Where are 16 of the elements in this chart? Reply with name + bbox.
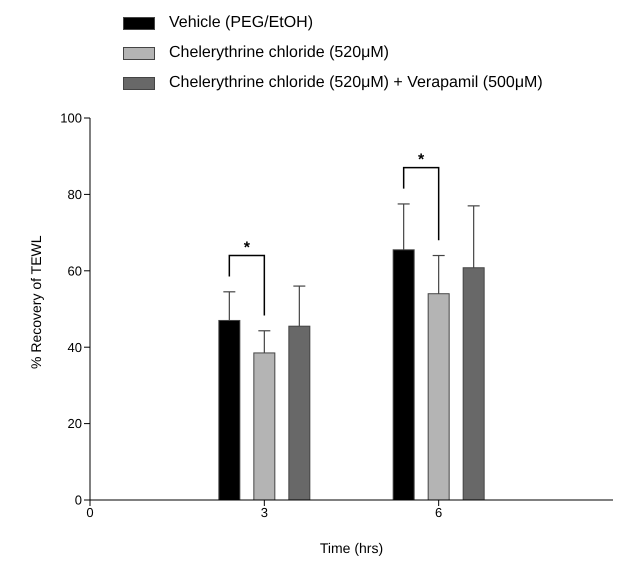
- y-tick-label: 80: [68, 187, 82, 202]
- y-tick-label: 100: [60, 110, 82, 126]
- y-axis-title: % Recovery of TEWL: [28, 235, 44, 369]
- y-tick-label: 60: [68, 263, 82, 278]
- x-tick-label: 0: [86, 505, 94, 520]
- legend-label: Chelerythrine chloride (520μM): [169, 44, 389, 62]
- annotation: *: [244, 240, 251, 257]
- legend-label: Vehicle (PEG/EtOH): [169, 14, 314, 32]
- annotation: *: [418, 152, 426, 169]
- x-tick-label: 6: [435, 505, 442, 520]
- y-tick-label: 40: [68, 340, 82, 355]
- x-axis-title: Time (hrs): [320, 540, 384, 556]
- y-tick-label: 20: [68, 416, 82, 432]
- x-tick-label: 3: [260, 505, 268, 520]
- y-tick-label: 0: [74, 492, 82, 508]
- legend-label: Chelerythrine chloride (520μM) + Verapamil (500μM): [169, 74, 543, 92]
